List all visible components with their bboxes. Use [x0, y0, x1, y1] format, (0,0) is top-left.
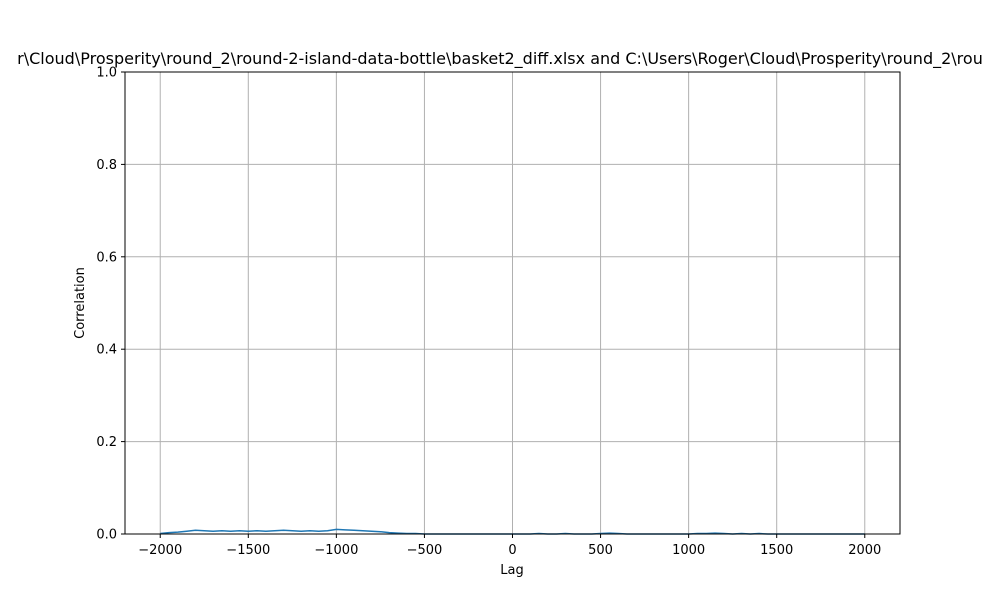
x-tick-label: −1000	[314, 543, 358, 558]
chart-title: r\Cloud\Prosperity\round_2\round-2-islan…	[17, 49, 983, 69]
x-tick-label: −1500	[226, 543, 270, 558]
y-tick-label: 0.8	[96, 158, 117, 173]
x-axis-label: Lag	[500, 563, 523, 578]
y-tick-label: 0.2	[96, 435, 117, 450]
x-tick-label: 1500	[760, 543, 793, 558]
x-tick-label: 1000	[672, 543, 705, 558]
x-tick-label: 2000	[848, 543, 881, 558]
y-axis-label: Correlation	[73, 267, 88, 339]
axis-ticks: −2000 −1500 −1000 −500 0 500 1000 1500 2000 0.0 0.…	[96, 66, 881, 559]
y-tick-label: 0.4	[96, 343, 117, 358]
y-tick-label: 1.0	[96, 66, 117, 81]
x-tick-label: 500	[588, 543, 613, 558]
grid-lines	[125, 71, 900, 535]
x-tick-label: 0	[508, 543, 516, 558]
y-tick-label: 0.0	[96, 528, 117, 543]
x-tick-label: −500	[407, 543, 443, 558]
x-tick-label: −2000	[138, 543, 182, 558]
y-tick-label: 0.6	[96, 250, 117, 265]
